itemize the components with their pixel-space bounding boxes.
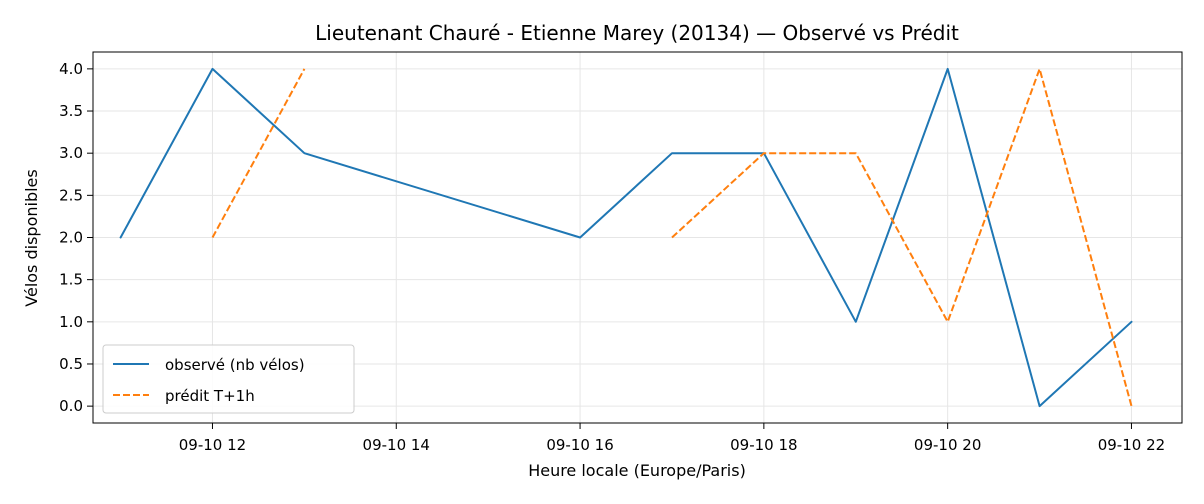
x-axis-label: Heure locale (Europe/Paris): [528, 461, 746, 480]
series-layer: [119, 67, 1133, 408]
x-tick-label: 09-10 14: [363, 436, 430, 454]
x-tick-label: 09-10 18: [730, 436, 797, 454]
x-tick-label: 09-10 20: [914, 436, 981, 454]
y-tick-label: 1.5: [59, 271, 83, 289]
x-tick-label: 09-10 16: [546, 436, 613, 454]
x-tick-label: 09-10 12: [179, 436, 246, 454]
y-axis-label: Vélos disponibles: [22, 169, 41, 306]
legend-predicted-label: prédit T+1h: [165, 387, 255, 405]
x-tick-label: 09-10 22: [1098, 436, 1165, 454]
chart-title: Lieutenant Chauré - Etienne Marey (20134…: [315, 21, 959, 45]
y-tick-label: 4.0: [59, 60, 83, 78]
observed-series-line: [119, 67, 1133, 408]
legend: observé (nb vélos) prédit T+1h: [102, 344, 355, 414]
legend-box: [102, 344, 355, 414]
y-tick-label: 2.0: [59, 229, 83, 247]
y-tick-label: 1.0: [59, 313, 83, 331]
y-tick-label: 0.0: [59, 397, 83, 415]
y-tick-label: 0.5: [59, 355, 83, 373]
y-tick-label: 2.5: [59, 186, 83, 204]
y-tick-label: 3.5: [59, 102, 83, 120]
y-tick-label: 3.0: [59, 144, 83, 162]
axis-ticks: 09-10 12 09-10 14 09-10 16 09-10 18 09-10 20…: [59, 60, 1165, 454]
grid: [93, 52, 1182, 423]
predicted-series-line: [211, 68, 306, 238]
legend-observed-label: observé (nb vélos): [165, 356, 305, 374]
predicted-series-line: [671, 67, 1133, 407]
